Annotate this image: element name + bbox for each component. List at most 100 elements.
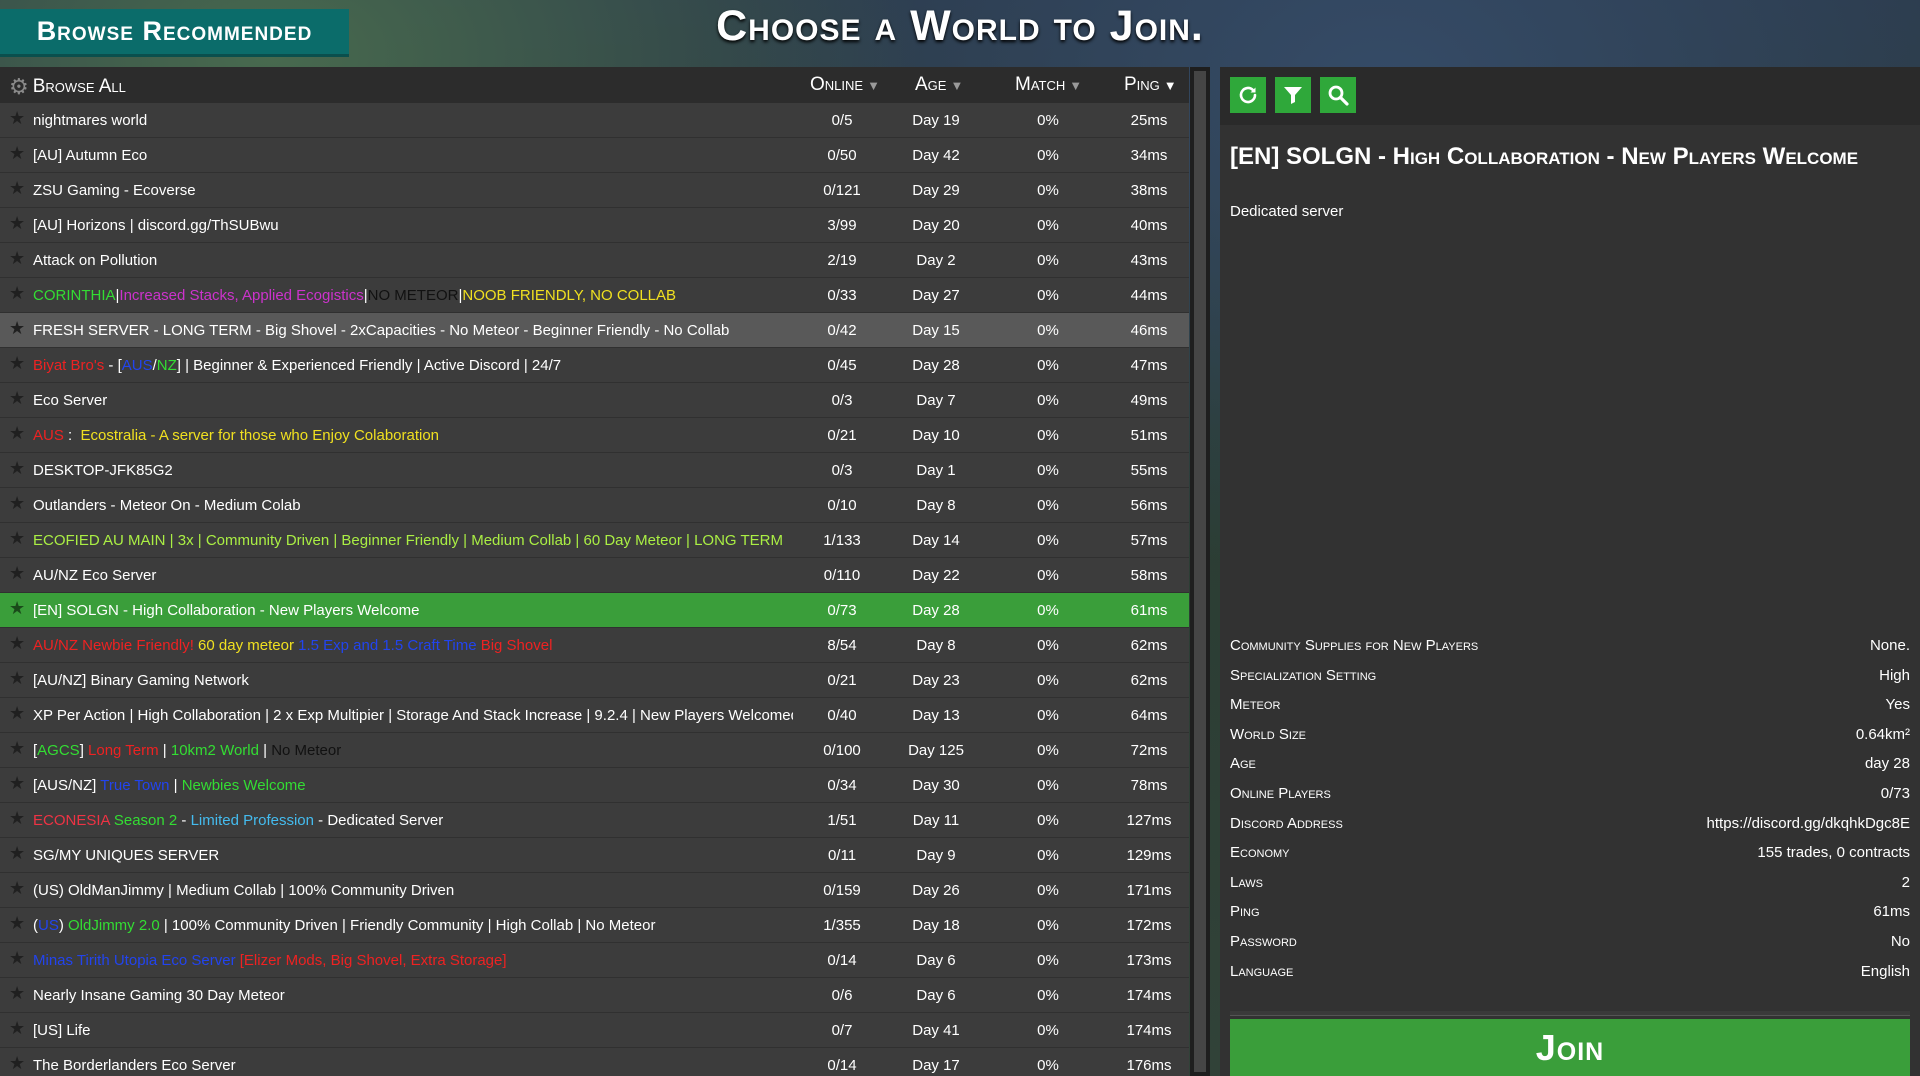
online-count: 0/5 <box>831 112 853 129</box>
server-row[interactable]: ★ AUS : Ecostralia - A server for those w… <box>0 418 1189 452</box>
filter-button[interactable] <box>1275 77 1311 113</box>
server-age: Day 8 <box>916 637 956 654</box>
server-row[interactable]: ★ [AU] Autumn Eco 0/50 Day 42 0% 34ms <box>0 138 1189 172</box>
star-icon[interactable]: ★ <box>9 598 26 618</box>
online-count: 1/355 <box>823 917 861 934</box>
scroll-thumb[interactable] <box>1194 71 1206 1072</box>
server-name: DESKTOP-JFK85G2 <box>33 462 793 479</box>
server-name-segment: / <box>152 357 157 374</box>
server-name-segment: | <box>363 287 368 304</box>
server-name-segment: ( <box>33 917 38 934</box>
star-icon[interactable]: ★ <box>9 283 26 303</box>
list-scrollbar[interactable] <box>1190 67 1210 1076</box>
server-age: Day 14 <box>912 532 960 549</box>
server-row[interactable]: ★ [AU] Horizons | discord.gg/ThSUBwu 3/99 D… <box>0 208 1189 242</box>
property-value: English <box>1860 962 1910 980</box>
star-icon[interactable]: ★ <box>9 668 26 688</box>
sort-match-header[interactable]: Match ▼ <box>1015 74 1082 96</box>
server-row[interactable]: ★ Attack on Pollution 2/19 Day 2 0% 43ms <box>0 243 1189 277</box>
server-row[interactable]: ★ ECOFIED AU MAIN | 3x | Community Driven… <box>0 523 1189 557</box>
property-value: https://discord.gg/dkqhkDgc8E <box>1706 814 1910 832</box>
star-icon[interactable]: ★ <box>9 143 26 163</box>
star-icon[interactable]: ★ <box>9 703 26 723</box>
server-row[interactable]: ★ nightmares world 0/5 Day 19 0% 25ms <box>0 103 1189 137</box>
server-age: Day 22 <box>912 567 960 584</box>
star-icon[interactable]: ★ <box>9 913 26 933</box>
server-row[interactable]: ★ Outlanders - Meteor On - Medium Colab 0/… <box>0 488 1189 522</box>
star-icon[interactable]: ★ <box>9 423 26 443</box>
star-icon[interactable]: ★ <box>9 458 26 478</box>
browse-recommended-button[interactable]: Browse Recommended <box>0 9 349 57</box>
server-row[interactable]: ★ Biyat Bro's - [AUS/NZ] | Beginner & Exp… <box>0 348 1189 382</box>
star-icon[interactable]: ★ <box>9 388 26 408</box>
server-row[interactable]: ★ ZSU Gaming - Ecoverse 0/121 Day 29 0% 38ms <box>0 173 1189 207</box>
server-row[interactable]: ★ SG/MY UNIQUES SERVER 0/11 Day 9 0% 129ms <box>0 838 1189 872</box>
star-icon[interactable]: ★ <box>9 178 26 198</box>
star-icon[interactable]: ★ <box>9 738 26 758</box>
star-icon[interactable]: ★ <box>9 318 26 338</box>
ping-value: 56ms <box>1130 497 1168 514</box>
server-row[interactable]: ★ Nearly Insane Gaming 30 Day Meteor 0/6 Da… <box>0 978 1189 1012</box>
server-name-segment: True Town <box>100 777 170 794</box>
server-row[interactable]: ★ [AGCS] Long Term | 10km2 World | No Met… <box>0 733 1189 767</box>
property-value: day 28 <box>1864 755 1910 773</box>
server-name-segment: Eco Server <box>33 392 108 409</box>
server-row[interactable]: ★ [US] Life 0/7 Day 41 0% 174ms <box>0 1013 1189 1047</box>
star-icon[interactable]: ★ <box>9 213 26 233</box>
property-row: Language English <box>1230 957 1910 987</box>
server-row[interactable]: ★ (US) OldManJimmy | Medium Collab | 100%… <box>0 873 1189 907</box>
join-button[interactable]: Join <box>1230 1019 1910 1076</box>
server-row[interactable]: ★ Minas Tirith Utopia Eco Server [Elizer … <box>0 943 1189 977</box>
star-icon[interactable]: ★ <box>9 353 26 373</box>
star-icon[interactable]: ★ <box>9 983 26 1003</box>
server-name: Nearly Insane Gaming 30 Day Meteor <box>33 987 793 1004</box>
property-row: Specialization Setting High <box>1230 661 1910 691</box>
server-age: Day 23 <box>912 672 960 689</box>
star-icon[interactable]: ★ <box>9 808 26 828</box>
star-icon[interactable]: ★ <box>9 528 26 548</box>
sort-online-header[interactable]: Online ▼ <box>810 74 880 96</box>
star-icon[interactable]: ★ <box>9 108 26 128</box>
server-name-segment: Biyat Bro's <box>33 357 105 374</box>
server-row[interactable]: ★ ECONESIA Season 2 - Limited Profession … <box>0 803 1189 837</box>
server-name-segment: Newbies Welcome <box>181 777 306 794</box>
property-label: Age <box>1230 755 1256 773</box>
server-row[interactable]: ★ CORINTHIA|Increased Stacks, Applied Eco… <box>0 278 1189 312</box>
star-icon[interactable]: ★ <box>9 1018 26 1038</box>
server-row[interactable]: ★ [AUS/NZ] True Town | Newbies Welcome 0/3… <box>0 768 1189 802</box>
browse-all-button[interactable]: ⚙ Browse All <box>9 74 126 100</box>
server-row[interactable]: ★ [AU/NZ] Binary Gaming Network 0/21 Day 23… <box>0 663 1189 697</box>
server-row[interactable]: ★ (US) OldJimmy 2.0 | 100% Community Driv… <box>0 908 1189 942</box>
server-name-segment: AU/NZ Newbie Friendly! <box>33 637 199 654</box>
star-icon[interactable]: ★ <box>9 1053 26 1073</box>
property-label: Economy <box>1230 844 1290 862</box>
star-icon[interactable]: ★ <box>9 493 26 513</box>
search-button[interactable] <box>1320 77 1356 113</box>
sort-ping-header[interactable]: Ping ▼ <box>1124 74 1177 96</box>
star-icon[interactable]: ★ <box>9 843 26 863</box>
server-name: ZSU Gaming - Ecoverse <box>33 182 793 199</box>
refresh-button[interactable] <box>1230 77 1266 113</box>
server-row[interactable]: ★ AU/NZ Newbie Friendly! 60 day meteor 1.… <box>0 628 1189 662</box>
server-row[interactable]: ★ [EN] SOLGN - High Collaboration - New P… <box>0 593 1189 627</box>
ping-value: 61ms <box>1130 602 1168 619</box>
star-icon[interactable]: ★ <box>9 948 26 968</box>
star-icon[interactable]: ★ <box>9 878 26 898</box>
match-percent: 0% <box>1037 987 1059 1004</box>
server-row[interactable]: ★ The Borderlanders Eco Server 0/14 Day 17 0… <box>0 1048 1189 1076</box>
server-row[interactable]: ★ AU/NZ Eco Server 0/110 Day 22 0% 58ms <box>0 558 1189 592</box>
star-icon[interactable]: ★ <box>9 633 26 653</box>
server-age: Day 41 <box>912 1022 960 1039</box>
ping-value: 43ms <box>1130 252 1168 269</box>
server-age: Day 8 <box>916 497 956 514</box>
star-icon[interactable]: ★ <box>9 773 26 793</box>
server-row[interactable]: ★ XP Per Action | High Collaboration | 2 … <box>0 698 1189 732</box>
sort-age-header[interactable]: Age ▼ <box>915 74 963 96</box>
server-row[interactable]: ★ FRESH SERVER - LONG TERM - Big Shovel -… <box>0 313 1189 347</box>
online-count: 8/54 <box>827 637 857 654</box>
match-percent: 0% <box>1037 1057 1059 1074</box>
star-icon[interactable]: ★ <box>9 248 26 268</box>
server-row[interactable]: ★ Eco Server 0/3 Day 7 0% 49ms <box>0 383 1189 417</box>
server-row[interactable]: ★ DESKTOP-JFK85G2 0/3 Day 1 0% 55ms <box>0 453 1189 487</box>
star-icon[interactable]: ★ <box>9 563 26 583</box>
